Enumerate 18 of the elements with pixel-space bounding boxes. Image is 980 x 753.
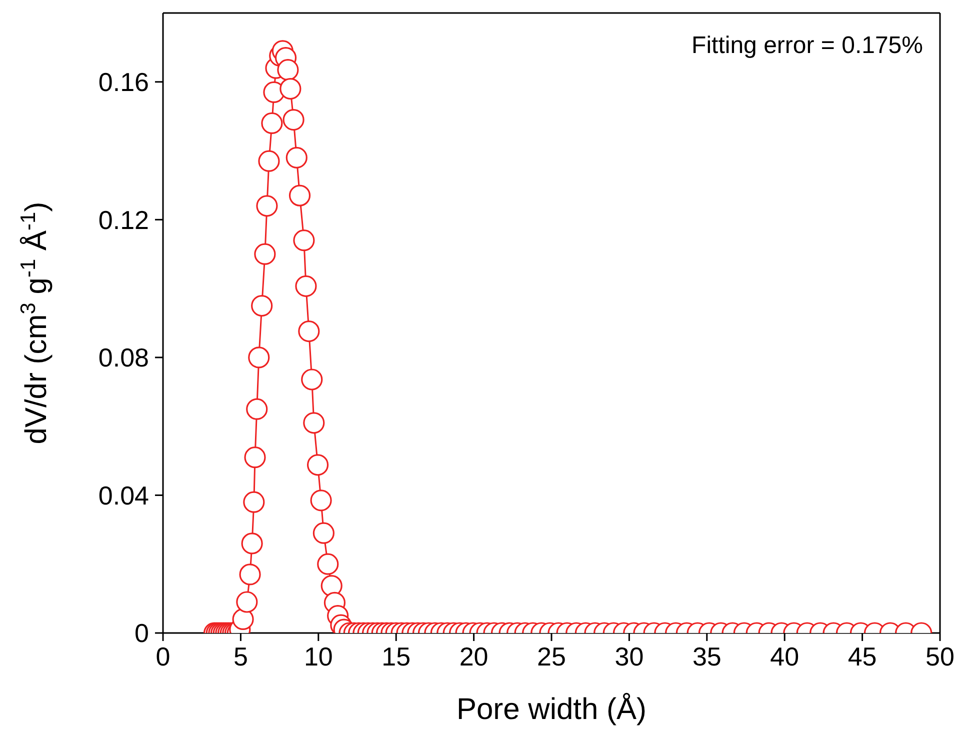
x-tick-label: 45 (848, 641, 877, 672)
y-tick-label: 0.16 (98, 67, 149, 98)
x-tick-label: 0 (156, 641, 170, 672)
y-tick-label: 0.04 (98, 480, 149, 510)
x-tick-label: 20 (459, 641, 488, 672)
x-tick-label: 10 (304, 641, 333, 672)
y-tick-label: 0.08 (98, 342, 149, 373)
x-tick-label: 35 (692, 641, 722, 672)
x-tick-label: 40 (770, 641, 800, 672)
x-tick-label: 25 (537, 641, 566, 672)
x-tick-label: 30 (614, 641, 644, 672)
y-tick-label: 0 (134, 618, 149, 648)
y-tick-label: 0.12 (98, 204, 149, 235)
x-tick-label: 5 (233, 641, 248, 672)
x-tick-label: 15 (382, 641, 411, 672)
annotation: Fitting error = 0.175% (692, 32, 923, 60)
x-tick-label: 50 (926, 641, 954, 672)
x-axis-title: Pore width (Å) (456, 692, 647, 726)
